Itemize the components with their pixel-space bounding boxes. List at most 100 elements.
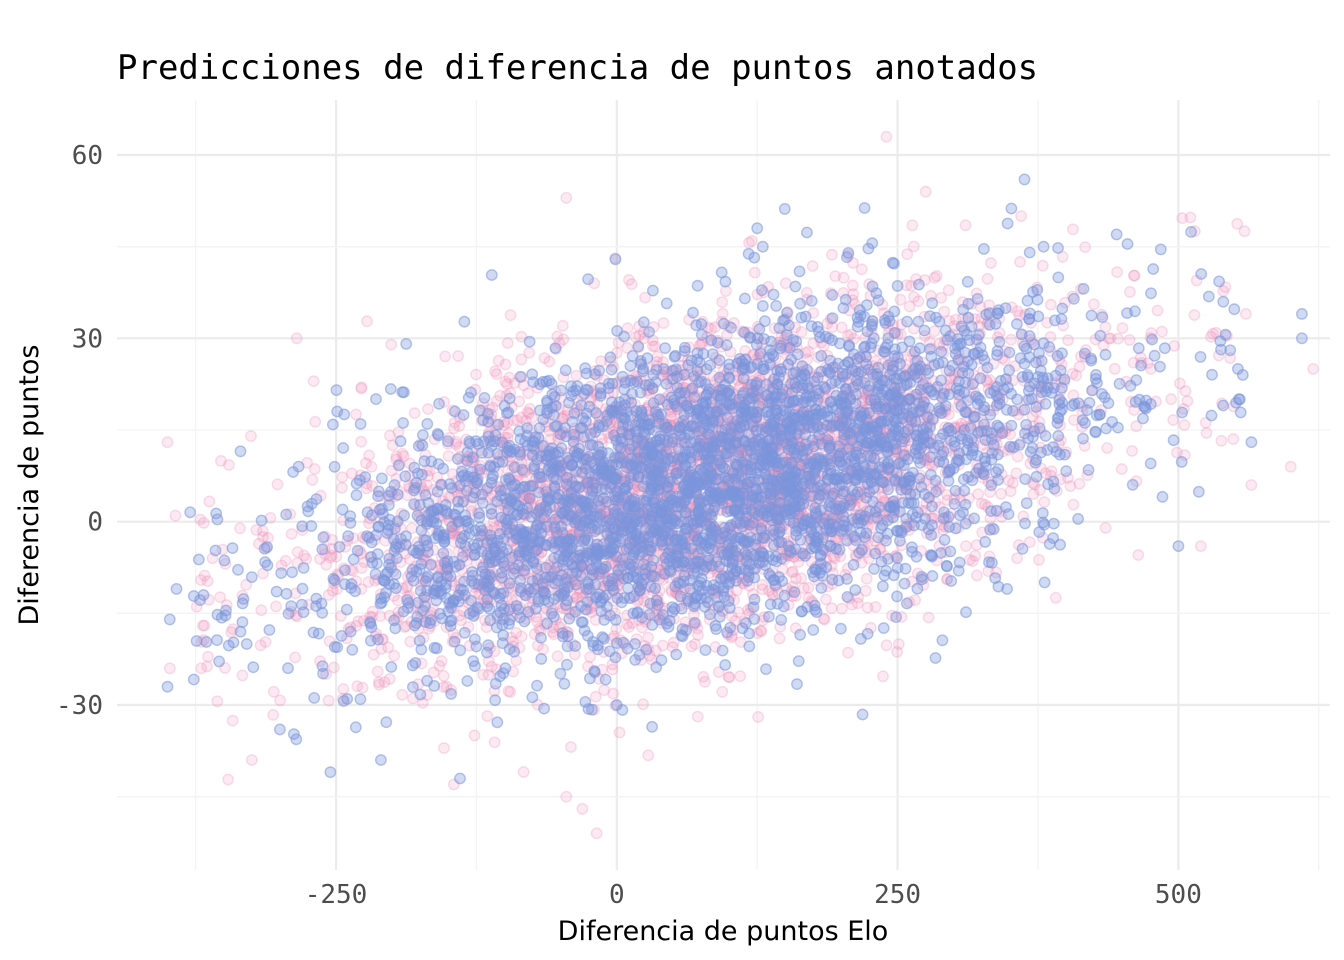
- scatter-point: [891, 645, 903, 658]
- scatter-point: [1005, 333, 1017, 346]
- scatter-point: [280, 587, 293, 600]
- scatter-point: [190, 635, 203, 647]
- scatter-point: [435, 655, 448, 667]
- scatter-point: [930, 270, 943, 282]
- scatter-point: [826, 248, 838, 261]
- scatter-point: [422, 403, 434, 415]
- scatter-point: [957, 473, 970, 486]
- scatter-point: [194, 513, 207, 526]
- scatter-point: [1010, 467, 1023, 480]
- scatter-point: [1116, 322, 1129, 334]
- scatter-point: [275, 567, 288, 579]
- scatter-point: [1062, 334, 1074, 347]
- scatter-point: [1137, 412, 1149, 425]
- scatter-point: [245, 754, 258, 766]
- scatter-point: [906, 219, 919, 232]
- scatter-point: [236, 597, 249, 610]
- scatter-point: [526, 412, 538, 424]
- scatter-point: [806, 260, 819, 272]
- scatter-point: [969, 549, 982, 562]
- scatter-point: [361, 315, 373, 328]
- scatter-point: [891, 590, 903, 603]
- scatter-point: [501, 378, 513, 390]
- scatter-point: [363, 449, 375, 462]
- scatter-point: [805, 294, 818, 307]
- scatter-point: [320, 558, 333, 571]
- scatter-point: [794, 628, 806, 641]
- scatter-point: [462, 391, 475, 404]
- scatter-point: [1099, 348, 1112, 361]
- scatter-point: [245, 430, 257, 442]
- scatter-point: [214, 591, 227, 604]
- scatter-point: [656, 639, 669, 652]
- scatter-point: [257, 531, 269, 543]
- scatter-point: [829, 270, 842, 283]
- scatter-point: [1016, 542, 1029, 555]
- scatter-point: [560, 191, 573, 204]
- scatter-point: [936, 634, 949, 647]
- scatter-point: [1101, 442, 1114, 454]
- scatter-point: [478, 391, 491, 404]
- scatter-point: [271, 478, 284, 491]
- scatter-point: [352, 615, 365, 628]
- scatter-point: [335, 481, 348, 494]
- scatter-point: [1165, 393, 1178, 406]
- scatter-point: [791, 678, 803, 690]
- scatter-point: [802, 345, 815, 358]
- scatter-point: [1038, 576, 1051, 589]
- scatter-point: [910, 273, 922, 286]
- scatter-point: [445, 688, 457, 700]
- scatter-point: [528, 628, 541, 641]
- scatter-point: [163, 662, 176, 675]
- scatter-point: [213, 655, 226, 668]
- scatter-point: [1154, 243, 1167, 256]
- scatter-point: [716, 685, 729, 698]
- scatter-point: [699, 675, 711, 688]
- scatter-point: [1227, 433, 1240, 445]
- scatter-point: [657, 317, 670, 329]
- scatter-point: [388, 649, 401, 662]
- scatter-point: [1184, 211, 1197, 224]
- scatter-point: [786, 566, 798, 579]
- scatter-point: [1005, 202, 1018, 215]
- scatter-point: [898, 577, 911, 590]
- scatter-point: [1033, 553, 1045, 566]
- scatter-point: [1228, 303, 1241, 316]
- scatter-point: [1181, 395, 1194, 407]
- scatter-point: [570, 369, 583, 382]
- scatter-point: [421, 674, 433, 687]
- scatter-point: [355, 382, 368, 395]
- scatter-point: [359, 457, 372, 469]
- scatter-point: [284, 508, 296, 520]
- scatter-point: [202, 650, 214, 663]
- scatter-point: [1049, 591, 1062, 604]
- scatter-point: [922, 611, 935, 624]
- scatter-point: [1015, 210, 1027, 223]
- scatter-point: [200, 636, 213, 648]
- scatter-point: [919, 185, 932, 198]
- scatter-point: [995, 487, 1007, 500]
- scatter-point: [1135, 359, 1147, 372]
- scatter-point: [222, 639, 235, 652]
- scatter-point: [349, 721, 362, 734]
- scatter-point: [337, 683, 350, 695]
- scatter-point: [339, 564, 351, 577]
- scatter-point: [835, 602, 848, 615]
- scatter-point: [880, 639, 893, 652]
- scatter-point: [433, 660, 446, 672]
- scatter-point: [373, 678, 386, 691]
- scatter-point: [255, 514, 268, 527]
- scatter-point: [214, 454, 227, 467]
- scatter-point: [692, 629, 704, 641]
- scatter-point: [367, 648, 380, 661]
- scatter-point: [250, 524, 263, 536]
- scatter-point: [522, 387, 535, 399]
- scatter-point: [306, 473, 319, 486]
- scatter-point: [743, 236, 755, 249]
- scatter-point: [222, 458, 235, 471]
- scatter-point: [1151, 304, 1164, 317]
- scatter-point: [296, 582, 309, 595]
- scatter-point: [1307, 362, 1320, 375]
- scatter-point: [730, 584, 743, 597]
- scatter-point: [351, 544, 364, 557]
